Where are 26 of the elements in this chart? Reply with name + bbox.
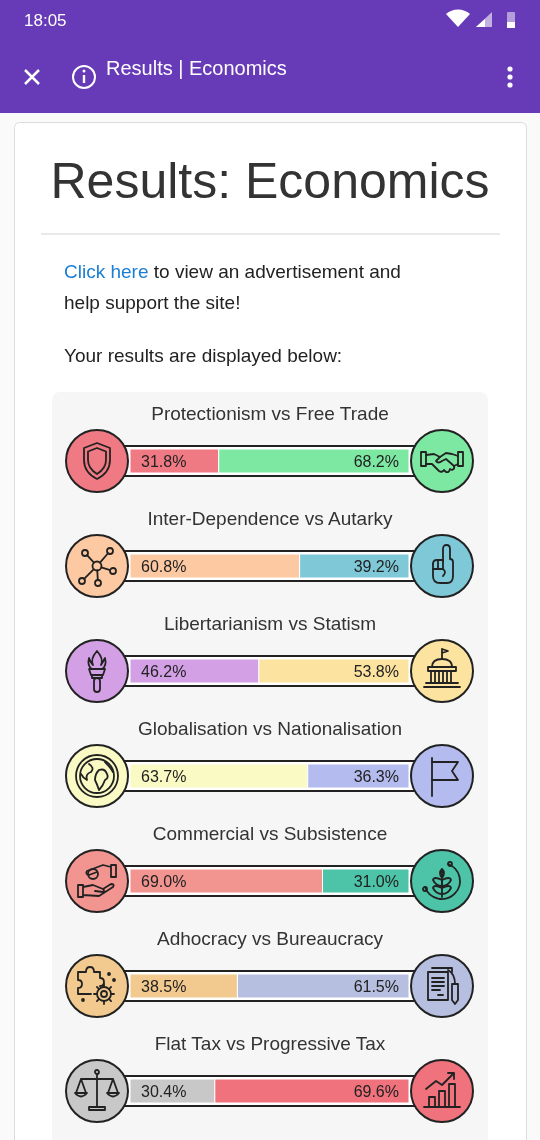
y-tick-label: Flat Tax vs Progressive Tax [154, 1033, 386, 1054]
data-label: 39.2% [353, 558, 399, 575]
text: Click here to view an advertisement and help support the site! [64, 261, 401, 313]
y-tick-label: Libertarianism vs Statism [163, 613, 377, 634]
data-label: 36.3% [353, 768, 399, 785]
y-tick-label: Globalisation vs Nationalisation [137, 718, 403, 739]
data-label: 69.0% [141, 873, 187, 890]
y-tick-label: Inter-Dependence vs Autarky [147, 508, 394, 529]
chart-title: Results: Economics [50, 153, 490, 209]
data-label: 38.5% [141, 978, 187, 995]
y-tick-label: Commercial vs Subsistence [152, 823, 388, 844]
data-label: 69.6% [353, 1083, 399, 1100]
data-label: 31.8% [141, 453, 187, 470]
data-label: 63.7% [141, 768, 187, 785]
annotation: Your results are displayed below: [64, 345, 343, 366]
data-label: 60.8% [141, 558, 187, 575]
y-tick-label: Adhocracy vs Bureaucracy [157, 928, 384, 949]
data-label: 46.2% [141, 663, 187, 680]
text: Results | Economics [106, 57, 287, 79]
data-label: 31.0% [353, 873, 399, 890]
data-label: 61.5% [353, 978, 399, 995]
data-label: 53.8% [353, 663, 399, 680]
y-tick-label: Protectionism vs Free Trade [151, 403, 389, 424]
data-label: 30.4% [141, 1083, 187, 1100]
data-label: 68.2% [353, 453, 399, 470]
text: 18:05 [24, 11, 67, 30]
